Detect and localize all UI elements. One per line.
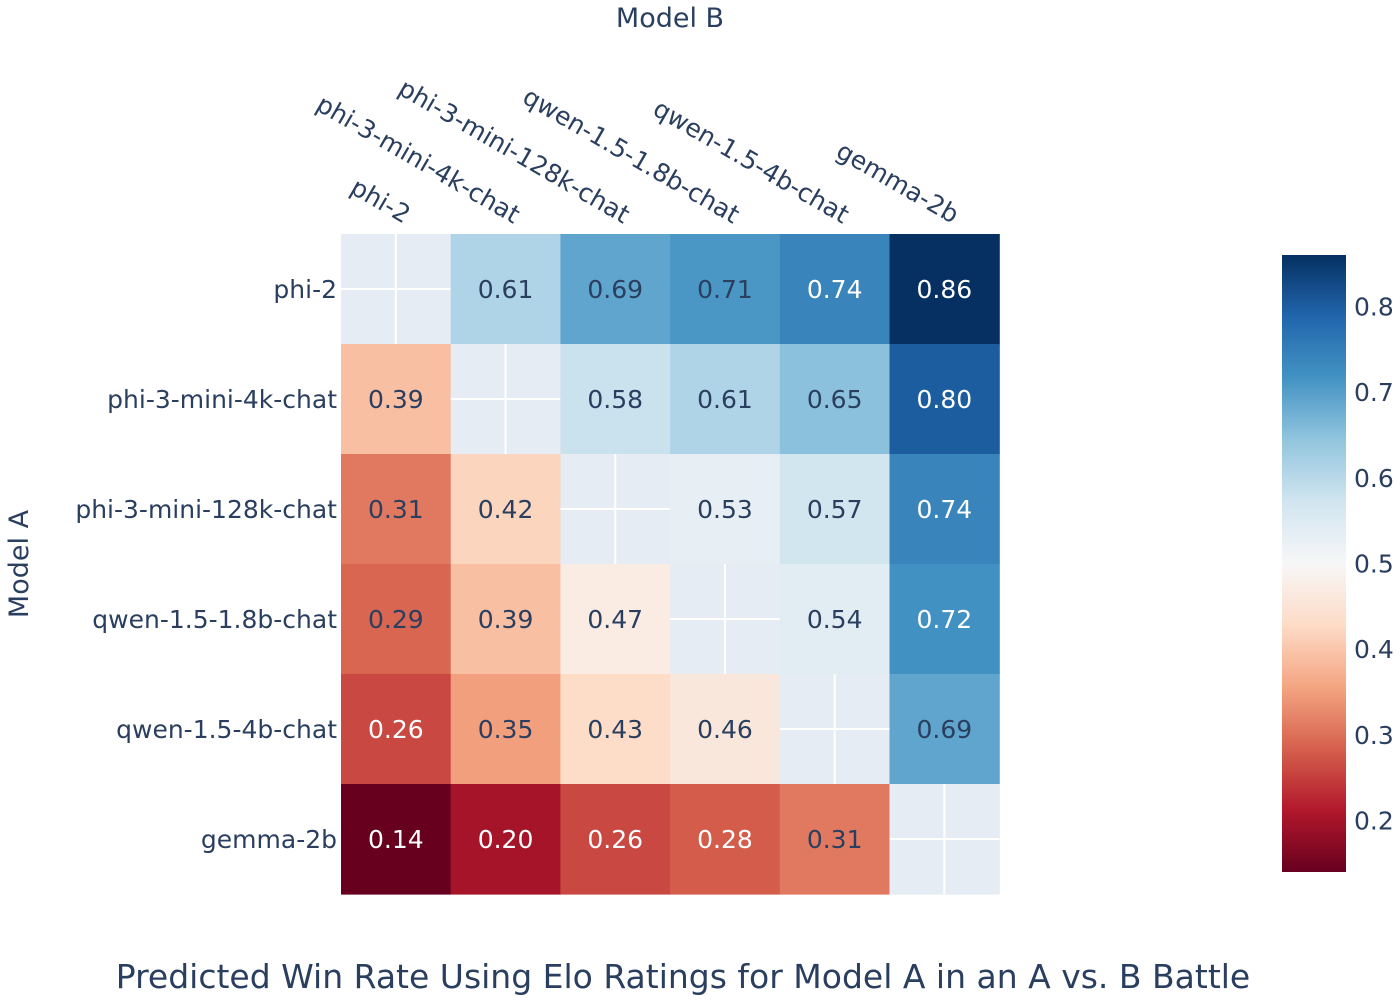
colorbar-tick-label: 0.6 [1354,464,1394,493]
colorbar-tick-label: 0.8 [1354,292,1394,321]
y-tick-label: phi-2 [273,275,337,304]
heatmap-cell [889,564,1000,675]
heatmap-cells [341,234,1000,895]
x-axis-tick-labels: phi-2phi-3-mini-4k-chatphi-3-mini-128k-c… [311,73,963,229]
colorbar-tick-label: 0.5 [1354,550,1394,579]
heatmap-cell [341,454,452,565]
heatmap-cell [889,454,1000,565]
cell-value-label: 0.26 [368,715,424,744]
colorbar-gradient [1282,255,1346,872]
y-tick-label: phi-3-mini-128k-chat [75,495,337,524]
heatmap-cell [560,234,671,345]
heatmap-cell [779,564,891,675]
cell-value-label: 0.20 [478,825,534,854]
cell-value-label: 0.74 [917,495,973,524]
cell-value-label: 0.39 [478,605,534,634]
colorbar: 0.2 0.3 0.4 0.5 0.6 0.7 0.8 [1282,255,1394,872]
heatmap-cell [670,234,781,345]
y-tick-label: qwen-1.5-4b-chat [116,715,337,744]
cell-value-label: 0.86 [917,275,973,304]
cell-value-label: 0.47 [587,605,643,634]
x-axis-title: Model B [616,3,724,34]
cell-value-label: 0.29 [368,605,424,634]
cell-value-label: 0.71 [697,275,753,304]
cell-value-label: 0.54 [807,605,863,634]
x-tick-label: gemma-2b [832,136,964,229]
heatmap-cell [670,674,781,785]
colorbar-tick-label: 0.3 [1354,721,1394,750]
cell-value-label: 0.65 [807,385,863,414]
heatmap-cell [341,784,452,895]
cell-value-label: 0.58 [587,385,643,414]
heatmap-cell [779,784,891,895]
cell-value-label: 0.74 [807,275,863,304]
heatmap-cell-labels: 0.61 0.69 0.71 0.74 0.86 0.39 0.58 0.61 0.65 0.80… [368,275,972,854]
heatmap-cell [341,564,452,675]
colorbar-tick-label: 0.4 [1354,635,1394,664]
heatmap-cell [450,674,561,785]
cell-value-label: 0.61 [697,385,753,414]
cell-value-label: 0.43 [587,715,643,744]
x-tick-label: phi-2 [346,172,416,229]
x-tick-label: qwen-1.5-4b-chat [648,94,854,230]
heatmap-cell [560,674,671,785]
cell-value-label: 0.14 [368,825,424,854]
heatmap-cell [889,344,1000,455]
cell-value-label: 0.35 [478,715,534,744]
heatmap-cell [889,234,1000,345]
heatmap-cell [670,454,781,565]
heatmap-cell [560,564,671,675]
heatmap-cell [450,564,561,675]
cell-value-label: 0.46 [697,715,753,744]
cell-value-label: 0.53 [697,495,753,524]
cell-value-label: 0.28 [697,825,753,854]
heatmap-cell [779,234,891,345]
cell-value-label: 0.26 [587,825,643,854]
cell-value-label: 0.31 [368,495,424,524]
heatmap-cell [560,784,671,895]
colorbar-tick-label: 0.7 [1354,378,1394,407]
y-axis-tick-labels: phi-2 phi-3-mini-4k-chat phi-3-mini-128k-c… [75,275,337,854]
cell-value-label: 0.61 [478,275,534,304]
heatmap-cell [779,454,891,565]
heatmap-cell [889,674,1000,785]
cell-value-label: 0.72 [917,605,973,634]
heatmap-cell [341,344,452,455]
chart-title: Predicted Win Rate Using Elo Ratings for… [116,957,1251,996]
heatmap-cell [779,344,891,455]
y-tick-label: phi-3-mini-4k-chat [107,385,337,414]
heatmap-cell [670,784,781,895]
y-tick-label: qwen-1.5-1.8b-chat [92,605,337,634]
cell-value-label: 0.39 [368,385,424,414]
cell-value-label: 0.69 [917,715,973,744]
heatmap-cell [560,344,671,455]
y-tick-label: gemma-2b [201,825,337,854]
cell-value-label: 0.80 [917,385,973,414]
heatmap-cell [341,674,452,785]
colorbar-tick-label: 0.2 [1354,807,1394,836]
heatmap-cell [670,344,781,455]
heatmap-cell [450,454,561,565]
cell-value-label: 0.42 [478,495,534,524]
heatmap-cell [450,234,561,345]
heatmap-cell [450,784,561,895]
y-axis-title: Model A [4,509,35,618]
cell-value-label: 0.57 [807,495,863,524]
cell-value-label: 0.69 [587,275,643,304]
cell-value-label: 0.31 [807,825,863,854]
